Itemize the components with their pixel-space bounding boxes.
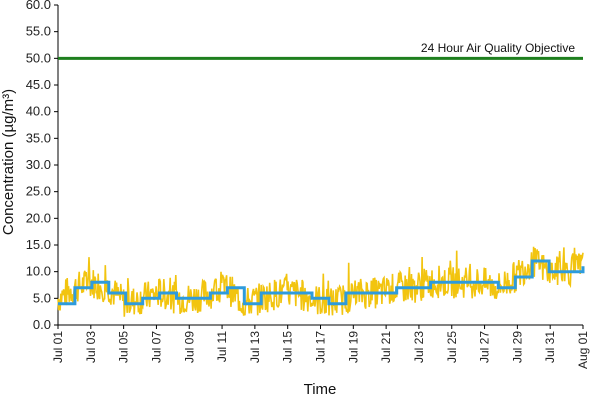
y-tick-label: 60.0 (26, 0, 51, 12)
y-tick-label: 45.0 (26, 77, 51, 92)
y-tick-label: 0.0 (33, 317, 51, 332)
series-layer (57, 56, 585, 317)
y-tick-label: 55.0 (26, 24, 51, 39)
x-tick-label: Jul 27 (478, 331, 492, 363)
x-tick-label: Jul 05 (117, 331, 131, 363)
y-tick-label: 50.0 (26, 50, 51, 65)
running-mean-line (58, 259, 585, 306)
x-tick-label: Jul 31 (543, 331, 557, 363)
x-tick-label: Jul 15 (281, 331, 295, 363)
x-tick-label: Jul 01 (51, 331, 65, 363)
ticks: 0.0 5.0 10.0 15.0 20.0 25.0 30.0 35.0 40.0 45.0 50… (26, 0, 590, 369)
objective-annotation: 24 Hour Air Quality Objective (421, 41, 575, 55)
y-tick-label: 20.0 (26, 210, 51, 225)
x-tick-label: Jul 17 (314, 331, 328, 363)
x-tick-label: Jul 25 (445, 331, 459, 363)
x-tick-label: Jul 23 (412, 331, 426, 363)
x-tick-label: Jul 29 (510, 331, 524, 363)
y-tick-label: 30.0 (26, 157, 51, 172)
x-tick-label: Jul 19 (346, 331, 360, 363)
y-axis-title: Concentration (µg/m³) (0, 89, 17, 235)
y-tick-label: 35.0 (26, 130, 51, 145)
y-tick-label: 15.0 (26, 237, 51, 252)
y-tick-label: 25.0 (26, 184, 51, 199)
y-tick-label: 5.0 (33, 290, 51, 305)
x-tick-label: Jul 03 (84, 331, 98, 363)
x-tick-label: Jul 21 (379, 331, 393, 363)
hourly-concentration-line (57, 246, 584, 317)
x-tick-label: Jul 07 (149, 331, 163, 363)
x-tick-label: Jul 13 (248, 331, 262, 363)
x-tick-label: Aug 01 (576, 331, 590, 369)
x-tick-label: Jul 09 (182, 331, 196, 363)
y-tick-label: 40.0 (26, 104, 51, 119)
x-axis-title: Time (304, 381, 337, 398)
x-tick-label: Jul 11 (215, 331, 229, 362)
y-tick-label: 10.0 (26, 264, 51, 279)
